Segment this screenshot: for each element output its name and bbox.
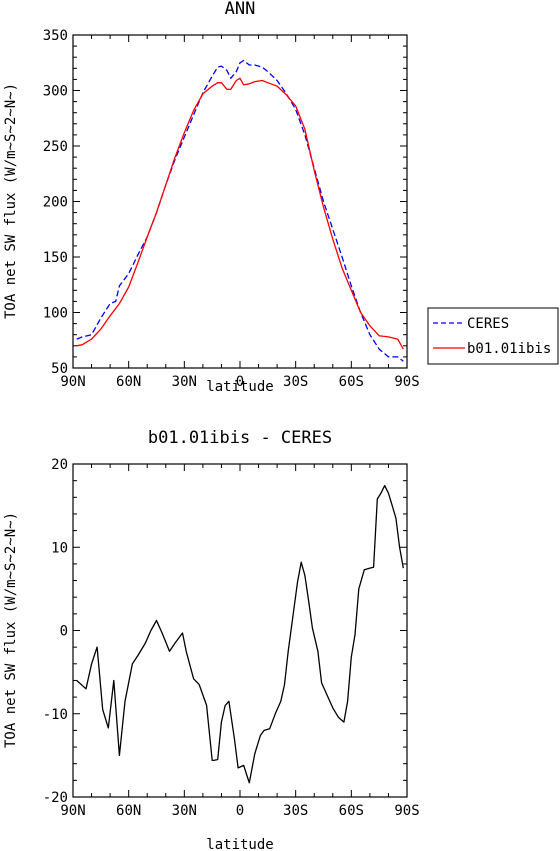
bottom-y-tick-label: -20: [43, 790, 68, 806]
top-x-tick-label: 30N: [172, 374, 197, 390]
top-panel: ANN 90N 60N 30N 0 30S 60S 90S 50 100 150 200 250 300…: [3, 0, 420, 395]
bottom-x-tick-label: 30N: [172, 803, 197, 819]
legend-box: [427, 307, 559, 365]
top-y-tick-label: 300: [43, 84, 68, 100]
top-x-tick-label: 60N: [116, 374, 141, 390]
legend-label-ceres: CERES: [467, 316, 509, 332]
top-x-tick-label: 30S: [283, 374, 308, 390]
top-axis-ticks: 90N 60N 30N 0 30S 60S 90S 50 100 150 200 250 300 350: [43, 28, 420, 390]
top-y-tick-label: 100: [43, 306, 68, 322]
legend: CERES b01.01ibis: [427, 307, 559, 365]
top-series-group: [76, 59, 404, 362]
legend-label-model: b01.01ibis: [467, 341, 551, 357]
top-plot-frame: [72, 34, 408, 369]
bottom-series-line-0: [76, 484, 404, 784]
bottom-y-tick-label: 0: [60, 624, 68, 640]
top-y-tick-label: 150: [43, 250, 68, 266]
bottom-series-group: [76, 484, 404, 784]
bottom-y-axis-label: TOA net SW flux (W/m~S~2~N~): [3, 512, 19, 748]
top-y-tick-label: 250: [43, 139, 68, 155]
bottom-x-tick-label: 0: [236, 803, 244, 819]
top-x-axis-label: latitude: [206, 379, 273, 395]
bottom-panel: b01.01ibis - CERES 90N 60N 30N 0 30S 60S 90S -2…: [3, 428, 420, 851]
top-x-tick-label: 0: [236, 374, 244, 390]
top-y-tick-label: 200: [43, 195, 68, 211]
bottom-x-tick-label: 90S: [394, 803, 419, 819]
top-y-tick-label: 50: [51, 361, 68, 377]
bottom-chart-title: b01.01ibis - CERES: [148, 428, 332, 448]
top-y-axis-label: TOA net SW flux (W/m~S~2~N~): [3, 83, 19, 319]
bottom-y-tick-label: 10: [51, 540, 68, 556]
bottom-y-tick-label: -10: [43, 707, 68, 723]
top-x-tick-label: 60S: [339, 374, 364, 390]
bottom-x-tick-label: 90N: [60, 803, 85, 819]
top-x-tick-label: 90N: [60, 374, 85, 390]
bottom-x-tick-label: 60S: [339, 803, 364, 819]
bottom-axis-ticks: 90N 60N 30N 0 30S 60S 90S -20 -10 0 10 20: [43, 457, 420, 819]
top-chart-title: ANN: [225, 0, 256, 19]
top-series-line-0: [76, 59, 404, 362]
top-x-tick-label: 90S: [394, 374, 419, 390]
top-y-tick-label: 350: [43, 28, 68, 44]
bottom-x-tick-label: 60N: [116, 803, 141, 819]
bottom-x-tick-label: 30S: [283, 803, 308, 819]
bottom-plot-frame: [72, 463, 408, 798]
top-series-line-1: [76, 77, 404, 350]
bottom-x-axis-label: latitude: [206, 837, 273, 851]
bottom-y-tick-label: 20: [51, 457, 68, 473]
